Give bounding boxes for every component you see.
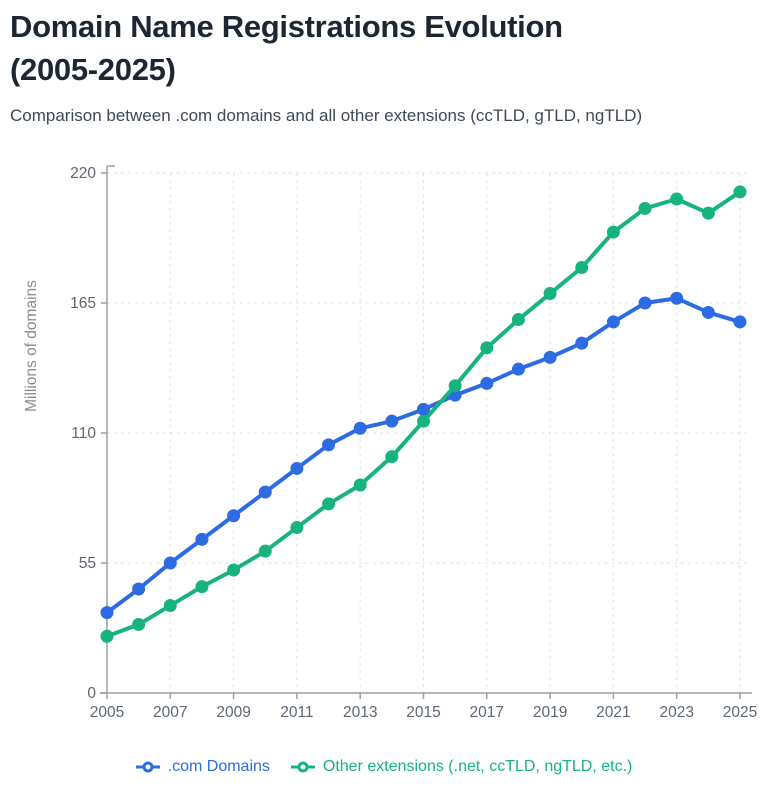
x-tick-label: 2025 (723, 704, 757, 721)
x-tick-label: 2021 (596, 704, 630, 721)
data-point[interactable] (322, 438, 336, 452)
data-point[interactable] (543, 350, 557, 364)
data-point[interactable] (353, 421, 367, 435)
x-tick-label: 2023 (659, 704, 693, 721)
data-point[interactable] (448, 379, 462, 393)
data-point[interactable] (670, 291, 684, 305)
data-point[interactable] (195, 580, 209, 594)
data-point[interactable] (132, 582, 146, 596)
x-tick-label: 2005 (90, 704, 124, 721)
data-point[interactable] (575, 336, 589, 350)
line-chart[interactable]: 0 55 110 165 220 2005 2007 2009 2011 2013 2015 2017… (0, 154, 767, 754)
legend-label: Other extensions (.net, ccTLD, ngTLD, et… (322, 758, 633, 775)
x-tick-label: 2019 (533, 704, 567, 721)
chart-title-line1: Domain Name Registrations Evolution (10, 9, 563, 44)
data-point[interactable] (322, 497, 336, 511)
x-tick-label: 2015 (406, 704, 440, 721)
legend-item-com-domains[interactable]: .com Domains (135, 758, 270, 776)
legend-marker-line-dot-icon (290, 761, 315, 773)
y-tick-label: 0 (87, 685, 96, 702)
page: Domain Name Registrations Evolution (200… (0, 6, 767, 801)
data-point[interactable] (100, 606, 114, 620)
x-tick-label: 2009 (216, 704, 250, 721)
y-tick-label: 220 (70, 165, 96, 182)
data-point[interactable] (417, 402, 430, 416)
chart-legend: .com Domains Other extensions (.net, ccT… (0, 758, 767, 776)
x-tick-label: 2013 (343, 704, 377, 721)
chart-title: Domain Name Registrations Evolution (200… (10, 6, 757, 92)
x-tick-label: 2017 (470, 704, 504, 721)
data-point[interactable] (606, 315, 620, 329)
data-point[interactable] (227, 563, 241, 577)
data-point[interactable] (701, 206, 715, 220)
chart-subtitle: Comparison between .com domains and all … (10, 105, 643, 125)
data-point[interactable] (733, 315, 747, 329)
data-point[interactable] (132, 617, 146, 631)
data-point[interactable] (353, 478, 367, 492)
data-point[interactable] (100, 629, 114, 643)
legend-label: .com Domains (167, 758, 270, 775)
data-point[interactable] (417, 414, 430, 428)
data-point[interactable] (290, 461, 304, 475)
data-point[interactable] (670, 192, 684, 206)
data-point[interactable] (385, 414, 399, 428)
data-point[interactable] (606, 225, 620, 239)
data-point[interactable] (733, 185, 747, 199)
x-tick-label: 2007 (153, 704, 187, 721)
data-point[interactable] (227, 509, 241, 523)
data-point[interactable] (258, 544, 272, 558)
data-point[interactable] (163, 599, 177, 613)
data-point[interactable] (385, 450, 399, 464)
data-point[interactable] (511, 313, 525, 327)
data-point[interactable] (638, 296, 652, 310)
chart-title-line2: (2005-2025) (10, 51, 176, 87)
data-point[interactable] (575, 261, 589, 275)
chart-area[interactable]: 0 55 110 165 220 2005 2007 2009 2011 2013 2015 2017… (0, 154, 767, 754)
data-point[interactable] (638, 201, 652, 215)
data-point[interactable] (163, 556, 177, 570)
data-point[interactable] (480, 376, 494, 390)
x-tick-label: 2011 (280, 704, 313, 721)
data-point[interactable] (258, 485, 272, 499)
data-point[interactable] (290, 521, 304, 535)
data-point[interactable] (543, 287, 557, 301)
data-point[interactable] (511, 362, 525, 376)
y-tick-label: 55 (79, 555, 96, 572)
y-tick-label: 110 (71, 425, 96, 442)
legend-marker-line-dot-icon (135, 761, 160, 773)
y-tick-label: 165 (70, 295, 96, 312)
data-point[interactable] (701, 305, 715, 319)
data-point[interactable] (195, 532, 209, 546)
legend-item-other-extensions[interactable]: Other extensions (.net, ccTLD, ngTLD, et… (290, 758, 632, 776)
data-point[interactable] (480, 341, 494, 355)
y-axis-title: Millions of domains (23, 280, 40, 412)
